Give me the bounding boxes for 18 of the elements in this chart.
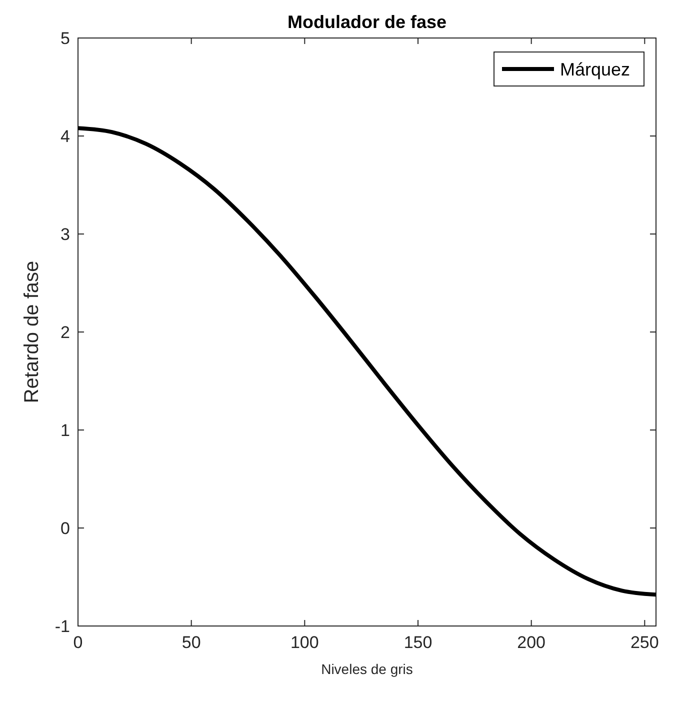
x-tick-label: 250 [630, 633, 659, 652]
line-series [76, 126, 658, 597]
y-axis-title: Retardo de fase [21, 260, 43, 404]
legend-label: Márquez [560, 59, 630, 80]
y-tick-label: -1 [54, 616, 70, 636]
x-tick-label: 50 [182, 633, 201, 652]
y-tick-label: 4 [60, 126, 70, 146]
x-tick-label: 150 [404, 633, 432, 652]
y-tick-label: 2 [60, 322, 70, 342]
x-tick-label: 200 [517, 633, 546, 652]
chart-title: Modulador de fase [287, 12, 447, 32]
x-tick-label: 0 [73, 633, 83, 652]
x-tick-label: 100 [290, 633, 319, 652]
y-tick-label: 0 [60, 518, 70, 538]
y-tick-label: 5 [60, 28, 70, 48]
y-tick-label: 1 [60, 420, 70, 440]
x-axis-title: Niveles de gris [321, 661, 413, 677]
y-tick-label: 3 [60, 224, 70, 244]
